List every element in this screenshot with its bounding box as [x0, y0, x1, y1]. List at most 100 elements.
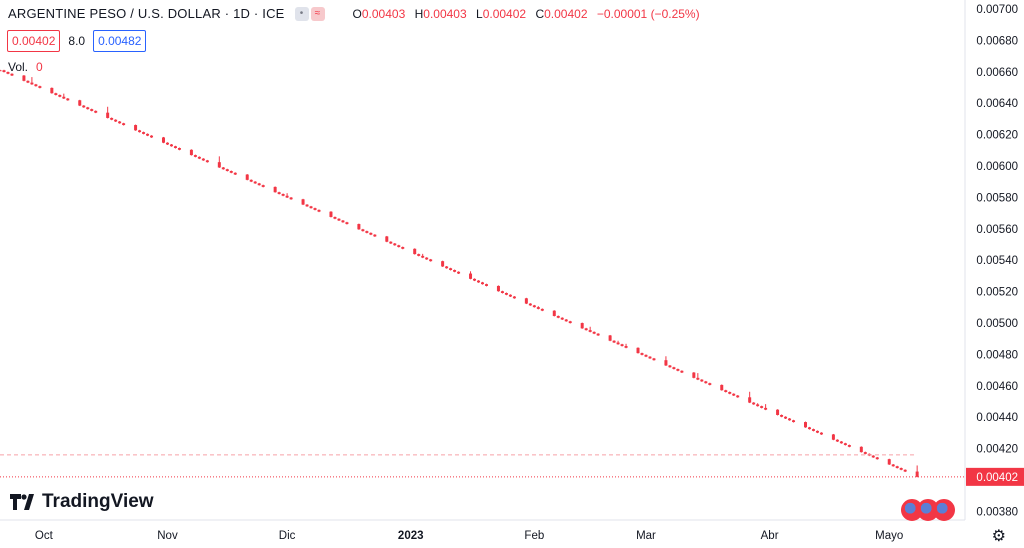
- candle-body: [803, 422, 807, 428]
- time-tick-label: Mayo: [875, 530, 903, 542]
- candle-body: [508, 294, 512, 297]
- candle-body: [875, 457, 879, 460]
- candle-body: [261, 185, 265, 187]
- price-tick-label: 0.00380: [976, 506, 1018, 518]
- gear-icon[interactable]: ⚙: [991, 528, 1006, 545]
- candle-body: [429, 259, 433, 262]
- candle-body: [58, 94, 62, 97]
- candle-body: [863, 452, 867, 454]
- candle-body: [397, 245, 401, 248]
- candle-body: [94, 110, 98, 113]
- candle-body: [393, 243, 397, 246]
- candle-body: [652, 358, 656, 361]
- candle-body: [0, 70, 2, 72]
- compare-icon[interactable]: ≈: [310, 6, 325, 21]
- price-tick-label: 0.00500: [976, 318, 1018, 330]
- candle-body: [142, 132, 146, 134]
- candle-body: [357, 224, 361, 230]
- candle-body: [289, 197, 293, 200]
- event-markers[interactable]: [901, 499, 955, 521]
- candle-body: [692, 372, 696, 378]
- candle-body: [668, 365, 672, 368]
- candle-body: [469, 273, 473, 279]
- candle-body: [843, 443, 847, 446]
- candle-body: [425, 257, 429, 260]
- candle-body: [588, 330, 592, 332]
- candle-body: [245, 174, 249, 180]
- candle-body: [385, 236, 389, 242]
- price-tick-label: 0.00700: [976, 4, 1018, 16]
- candle-body: [564, 319, 568, 322]
- candle-body: [887, 459, 891, 465]
- price-lines: 0.00402: [0, 454, 1024, 486]
- sell-price-button[interactable]: 0.00402: [7, 30, 61, 52]
- candle-body: [815, 430, 819, 433]
- price-axis[interactable]: 0.00700 0.00680 0.00660 0.00640 0.00620 0.006…: [0, 0, 1018, 521]
- candle-body: [728, 391, 732, 394]
- candle-body: [899, 468, 903, 470]
- candle-body: [552, 310, 556, 316]
- candle-body: [401, 247, 405, 249]
- candle-body: [780, 414, 784, 417]
- candle-body: [720, 384, 724, 391]
- candle-body: [788, 418, 792, 421]
- candle-body: [389, 241, 393, 244]
- us-flag-icon: [933, 499, 955, 521]
- time-axis[interactable]: Oct Nov Dic 2023 Feb Mar Abr Mayo: [35, 530, 903, 542]
- candle-body: [201, 158, 205, 161]
- candle-body: [138, 130, 142, 133]
- candle-body: [249, 179, 253, 182]
- candle-body: [811, 429, 815, 431]
- candle-body: [305, 204, 309, 207]
- time-tick-label: 2023: [398, 530, 424, 542]
- candle-body: [457, 271, 461, 274]
- candle-body: [169, 144, 173, 147]
- candle-body: [760, 406, 764, 408]
- candle-body: [106, 112, 110, 118]
- candle-body: [413, 248, 417, 255]
- candle-body: [915, 471, 919, 477]
- candle-body: [756, 404, 760, 407]
- hide-icon[interactable]: •: [294, 6, 309, 21]
- tradingview-logo[interactable]: TradingView: [10, 491, 154, 513]
- candle-body: [313, 208, 317, 210]
- price-tick-label: 0.00640: [976, 98, 1018, 110]
- candle-body: [672, 367, 676, 370]
- candle-body: [831, 434, 835, 440]
- candle-body: [345, 222, 349, 225]
- candle-body: [504, 292, 508, 295]
- candle-body: [317, 209, 321, 212]
- candle-body: [748, 397, 752, 403]
- candle-body: [150, 135, 154, 138]
- candle-body: [82, 105, 86, 108]
- candle-body: [281, 193, 285, 196]
- symbol-title[interactable]: ARGENTINE PESO / U.S. DOLLAR · 1D · ICE: [8, 6, 285, 21]
- candle-body: [500, 291, 504, 293]
- candle-body: [114, 119, 118, 122]
- price-tick-label: 0.00620: [976, 130, 1018, 142]
- time-tick-label: Oct: [35, 530, 54, 542]
- candle-body: [524, 298, 528, 304]
- candle-body: [871, 455, 875, 458]
- price-tick-label: 0.00600: [976, 161, 1018, 173]
- candle-body: [2, 70, 6, 72]
- candle-body: [421, 255, 425, 258]
- legend-controls[interactable]: • ≈: [294, 6, 325, 21]
- candle-body: [807, 427, 811, 430]
- price-tick-label: 0.00520: [976, 287, 1018, 299]
- candle-body: [369, 232, 373, 235]
- candle-body: [453, 270, 457, 272]
- candle-body: [122, 123, 126, 126]
- candle-body: [38, 86, 42, 88]
- candle-body: [704, 381, 708, 384]
- candle-body: [532, 305, 536, 308]
- candle-body: [449, 268, 453, 271]
- buy-price-button[interactable]: 0.00482: [93, 30, 147, 52]
- candle-body: [676, 369, 680, 371]
- candle-body: [445, 266, 449, 269]
- candle-body: [233, 172, 237, 175]
- candle-body: [859, 446, 863, 453]
- candle-body: [496, 285, 500, 292]
- volume-legend: Vol. 0: [8, 60, 43, 74]
